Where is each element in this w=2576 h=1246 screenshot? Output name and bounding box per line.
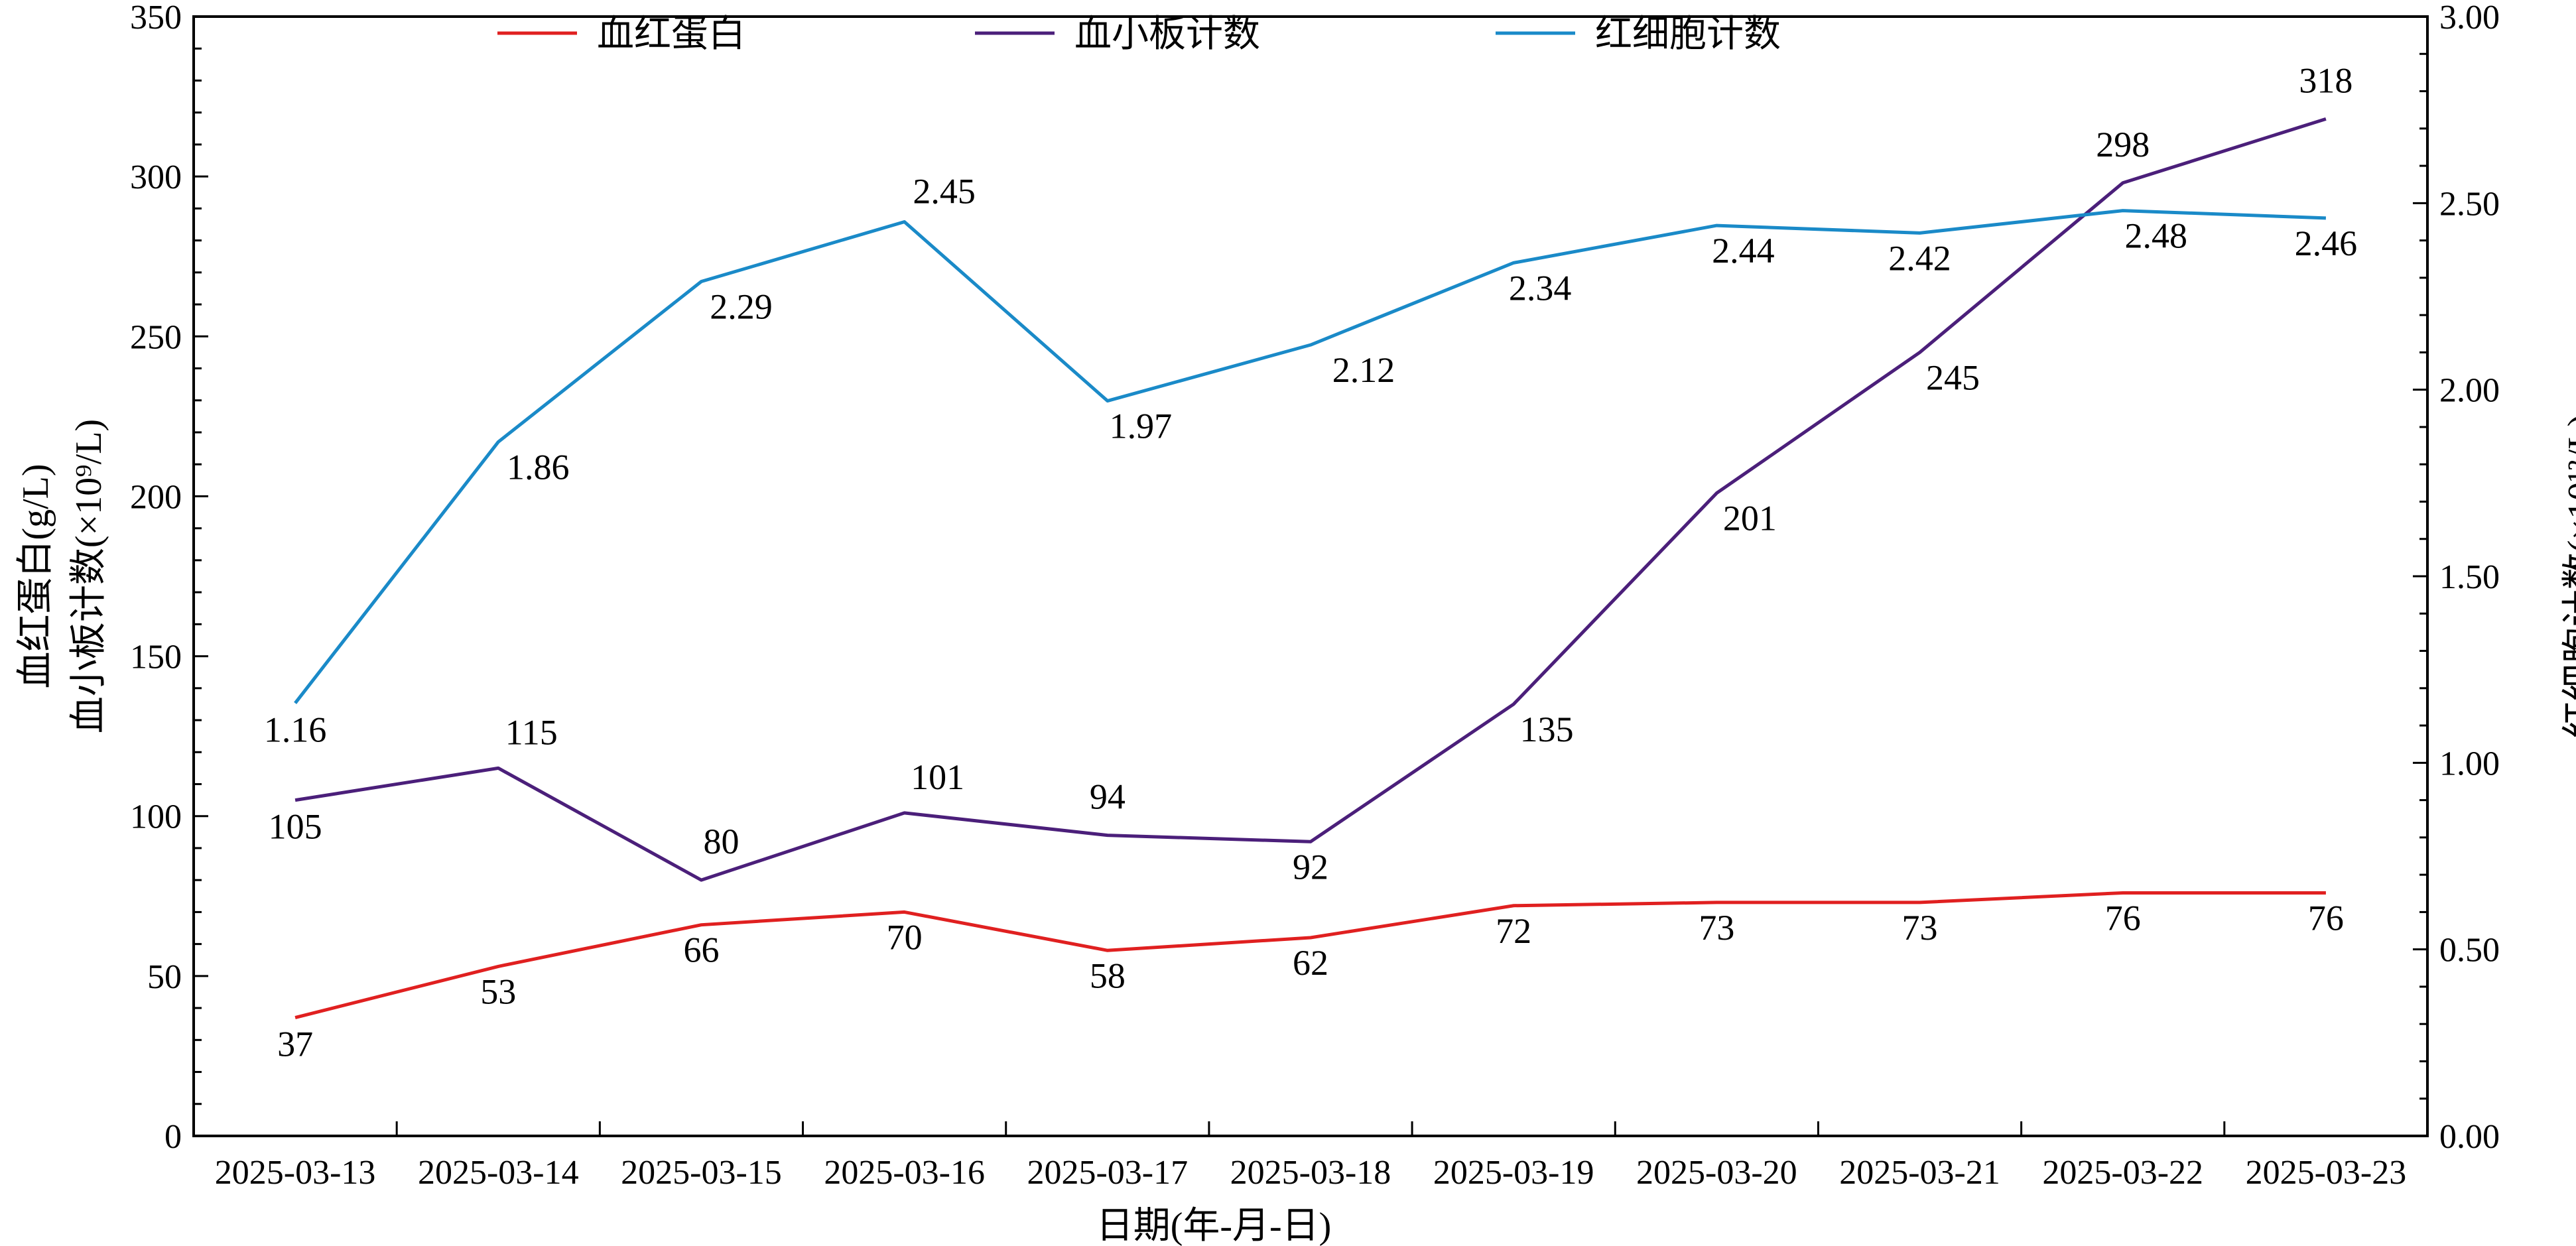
x-tick-label: 2025-03-20 [1636,1154,1797,1192]
data-label: 2.12 [1332,350,1395,390]
x-tick-label: 2025-03-22 [2042,1154,2203,1192]
left-tick-label: 150 [130,639,182,676]
data-label: 1.16 [264,710,327,749]
x-tick-label: 2025-03-17 [1027,1154,1188,1192]
x-tick-label: 2025-03-23 [2246,1154,2407,1192]
x-tick-label: 2025-03-15 [621,1154,782,1192]
left-tick-label: 50 [147,958,182,996]
data-label: 2.48 [2124,216,2187,256]
x-tick-label: 2025-03-14 [418,1154,579,1192]
data-label: 92 [1293,847,1328,887]
data-label: 94 [1090,777,1126,817]
data-label: 66 [683,930,719,970]
left-axis-title-line: 血小板计数(×10⁹/L) [68,419,109,733]
data-label: 245 [1926,357,1980,397]
data-label: 2.34 [1509,268,1572,308]
x-tick-label: 2025-03-21 [1839,1154,2000,1192]
data-label: 2.45 [913,171,976,211]
data-label: 37 [277,1025,313,1064]
data-label: 105 [269,807,322,847]
left-axis-title-line: 血红蛋白(g/L) [15,464,56,688]
legend-label: 血小板计数 [1074,14,1260,55]
right-tick-label: 1.50 [2439,558,2500,596]
x-tick-label: 2025-03-18 [1230,1154,1391,1192]
data-label: 76 [2308,898,2344,938]
series-group [294,117,2327,1019]
right-tick-label: 2.50 [2439,185,2500,223]
axes-group: 0 50 100 150 200 250 300 350 0.00 0.50 1.00 1.50 2.0… [15,0,2576,1192]
data-labels-group: 37 53 66 70 58 62 72 73 73 76 76 105 115 80 101 94 92 135… [264,60,2357,1064]
data-label: 62 [1293,943,1328,983]
left-tick-label: 0 [164,1118,182,1156]
data-label: 318 [2299,60,2352,100]
legend-label: 血红蛋白 [597,14,745,55]
series-line-1 [294,891,2326,1019]
data-label: 73 [1902,908,1938,948]
data-label: 80 [703,822,739,861]
data-label: 2.46 [2295,223,2358,263]
data-label: 101 [911,757,964,797]
series-line-3 [294,209,2327,704]
data-label: 298 [2096,125,2150,164]
data-label: 201 [1723,499,1777,538]
data-label: 73 [1699,908,1734,948]
x-axis-title: 日期(年-月-日) [1096,1206,1332,1246]
data-label: 2.29 [710,286,773,326]
x-tick-label: 2025-03-19 [1433,1154,1594,1192]
right-tick-label: 3.00 [2439,0,2500,36]
left-tick-label: 100 [130,798,182,836]
data-label: 1.86 [507,447,570,487]
left-tick-label: 250 [130,318,182,356]
data-label: 76 [2105,898,2141,938]
data-label: 115 [505,712,558,752]
data-label: 2.44 [1712,231,1775,271]
legend-label: 红细胞计数 [1595,14,1781,55]
right-tick-label: 1.00 [2439,745,2500,782]
data-label: 53 [480,971,516,1011]
left-axis-title: 血红蛋白(g/L) 血小板计数(×10⁹/L) [15,419,109,733]
legend: 血红蛋白 血小板计数 红细胞计数 [497,14,1781,55]
right-tick-label: 2.00 [2439,372,2500,410]
data-label: 1.97 [1110,406,1173,446]
left-tick-label: 350 [130,0,182,36]
left-tick-label: 300 [130,158,182,196]
data-label: 58 [1090,956,1126,995]
data-label: 135 [1520,710,1574,749]
right-axis-title: 红细胞计数(×10¹²/L) [2561,414,2576,738]
x-tick-label: 2025-03-13 [215,1154,376,1192]
series-line-2 [294,117,2327,882]
x-tick-label: 2025-03-16 [824,1154,985,1192]
data-label: 72 [1496,911,1531,951]
right-tick-label: 0.50 [2439,932,2500,969]
data-label: 2.42 [1888,238,1951,278]
data-label: 70 [887,917,923,957]
left-tick-label: 200 [130,478,182,516]
right-tick-label: 0.00 [2439,1118,2500,1156]
